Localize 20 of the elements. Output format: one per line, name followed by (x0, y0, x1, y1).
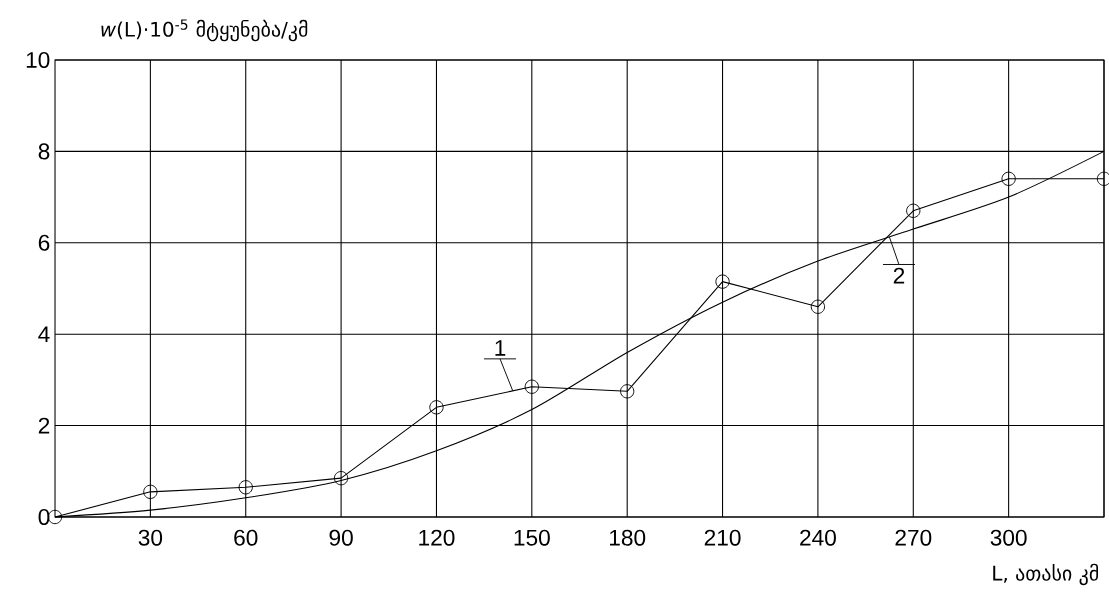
x-tick-label: 300 (990, 529, 1027, 546)
y-tick-label: 0 (38, 508, 50, 526)
x-tick-label: 180 (610, 529, 646, 546)
x-tick-label: 210 (704, 529, 741, 546)
legend-label: 2 (893, 267, 905, 284)
series-label: 1 (495, 340, 506, 356)
y-tick-label: 8 (38, 143, 50, 160)
y-tick-label: 6 (38, 234, 50, 251)
y-tick-label: 10 (26, 51, 50, 69)
y-tick-label: 2 (38, 417, 50, 434)
x-tick-label: 90 (329, 529, 353, 546)
x-tick-label: 150 (514, 529, 550, 546)
x-tick-label: 120 (419, 529, 455, 546)
x-tick-label: 30 (138, 529, 163, 546)
x-tick-label: 270 (895, 529, 932, 546)
x-tick-label: 240 (800, 529, 836, 546)
x-axis-title: L, ათასი კმ (993, 563, 1099, 586)
y-tick-label: 4 (38, 326, 50, 342)
x-tick-label: 60 (234, 529, 258, 546)
y-axis-title: w(L)·10$^{-5}$ მტყუნება/კმ (101, 19, 308, 42)
